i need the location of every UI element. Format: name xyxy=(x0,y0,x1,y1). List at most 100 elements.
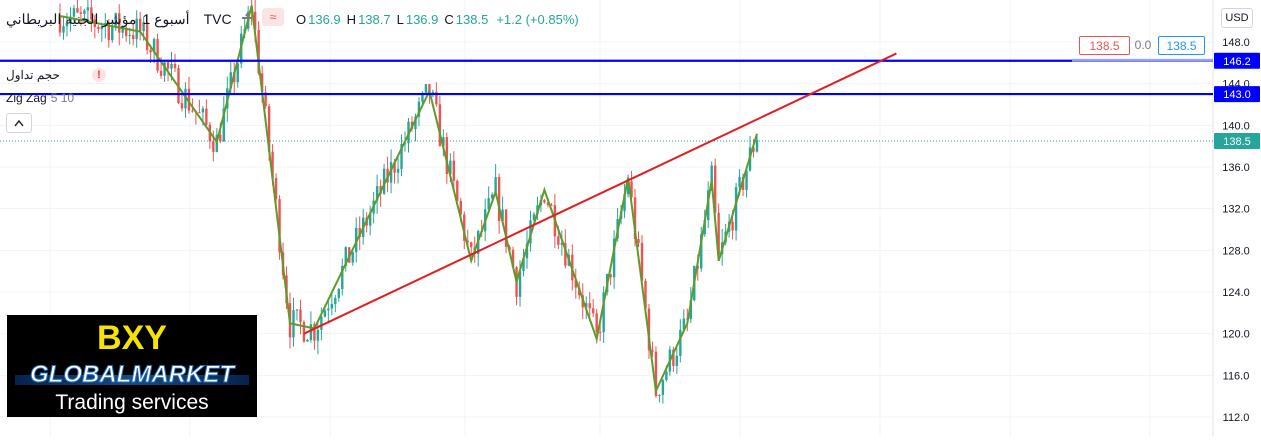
warning-icon[interactable]: ! xyxy=(91,68,106,82)
buy-button[interactable]: 138.5 xyxy=(1158,36,1205,55)
candle-body xyxy=(191,110,194,112)
candle-body xyxy=(173,63,177,69)
zigzag-indicator-row[interactable]: Zig Zag 5 10 xyxy=(6,91,74,105)
candle-body xyxy=(717,212,720,255)
timeframe-label[interactable]: أسبوع 1 xyxy=(142,10,190,27)
candle-body xyxy=(302,322,306,342)
candle-body xyxy=(236,63,239,83)
candle-body xyxy=(494,177,497,195)
candle-body xyxy=(142,21,145,32)
candle-body xyxy=(679,329,682,356)
price-tick-label: 148.0 xyxy=(1222,37,1250,49)
open-label: O xyxy=(296,12,307,27)
candle-body xyxy=(501,209,504,222)
candle-body xyxy=(212,141,215,152)
candle-body xyxy=(58,15,62,33)
candle-body xyxy=(529,220,532,244)
spread-value: 0.0 xyxy=(1134,37,1152,52)
zigzag-label: Zig Zag xyxy=(6,91,47,105)
zigzag-line xyxy=(59,5,758,395)
logo-tagline: Trading services xyxy=(55,391,209,414)
candle-body xyxy=(337,289,340,298)
close-value: 138.5 xyxy=(455,12,489,27)
wave-icon[interactable]: ≈ xyxy=(262,8,284,26)
symbol-title[interactable]: مؤشر الجنيه البريطاني أسبوع 1 TVC xyxy=(6,8,232,30)
exchange-label: TVC xyxy=(203,11,232,27)
price-tick-label: 136.0 xyxy=(1222,162,1250,174)
candle-body xyxy=(396,168,400,173)
candle-body xyxy=(689,300,692,320)
candle-body xyxy=(658,394,661,397)
candle-body xyxy=(713,165,717,213)
watermark-logo: BXY GLOBALMARKET Trading services xyxy=(7,315,257,417)
logo-brand: GLOBALMARKET xyxy=(30,361,235,389)
candle-body xyxy=(560,242,564,245)
candle-body xyxy=(504,209,508,247)
candle-body xyxy=(424,84,428,93)
chevron-up-icon[interactable] xyxy=(6,113,32,133)
candle-body xyxy=(118,13,121,33)
candle-body xyxy=(592,308,595,314)
candle-body xyxy=(253,11,257,31)
candle-body xyxy=(752,147,755,152)
candle-body xyxy=(344,247,347,266)
candle-body xyxy=(327,308,330,311)
candle-body xyxy=(264,92,267,107)
candle-body xyxy=(602,292,605,333)
candle-body xyxy=(400,144,403,169)
candle-body xyxy=(487,198,490,210)
price-axis-label-box xyxy=(1214,132,1260,149)
candle-body xyxy=(159,70,163,76)
candle-body xyxy=(334,297,337,305)
low-value: 136.9 xyxy=(405,12,439,27)
candle-body xyxy=(351,252,354,263)
candle-body xyxy=(598,331,602,333)
candle-body xyxy=(83,10,86,14)
candle-body xyxy=(62,26,65,33)
candle-body xyxy=(107,22,110,41)
candle-body xyxy=(309,324,313,341)
candle-body xyxy=(170,63,173,69)
candle-body xyxy=(466,240,469,243)
candle-body xyxy=(731,221,734,231)
price-tick-label: 132.0 xyxy=(1222,204,1250,216)
candle-body xyxy=(76,8,79,13)
candle-body xyxy=(187,88,191,111)
candle-body xyxy=(734,187,738,231)
candle-body xyxy=(470,242,473,248)
level-highlight xyxy=(1072,58,1213,62)
volume-indicator-row[interactable]: حجم تداول ! xyxy=(6,68,106,82)
candle-body xyxy=(651,350,654,352)
minus-icon[interactable] xyxy=(238,10,256,26)
candle-body xyxy=(672,349,675,366)
candle-body xyxy=(675,355,679,366)
high-value: 138.7 xyxy=(358,12,391,27)
candle-body xyxy=(630,181,633,198)
candle-body xyxy=(738,176,741,188)
candle-body xyxy=(306,340,309,342)
volume-label: حجم تداول xyxy=(6,68,60,82)
candle-body xyxy=(609,274,612,278)
candle-body xyxy=(229,72,232,89)
price-axis-label-box xyxy=(1214,52,1260,69)
logo-bar xyxy=(15,375,249,385)
candle-body xyxy=(201,108,205,113)
price-axis-label: 143.0 xyxy=(1223,89,1251,101)
candle-body xyxy=(637,238,640,243)
candle-body xyxy=(633,197,637,239)
sell-button[interactable]: 138.5 xyxy=(1079,36,1130,55)
open-value: 136.9 xyxy=(308,12,341,27)
price-tick-label: 124.0 xyxy=(1222,287,1250,299)
candle-body xyxy=(522,258,525,272)
candle-body xyxy=(382,168,386,194)
candle-body xyxy=(219,134,222,142)
candle-body xyxy=(543,199,546,203)
candle-body xyxy=(449,160,452,175)
candle-body xyxy=(257,30,260,74)
candle-body xyxy=(623,194,626,212)
currency-button[interactable]: USD xyxy=(1221,8,1253,28)
candle-body xyxy=(393,162,396,173)
candle-body xyxy=(299,309,302,323)
